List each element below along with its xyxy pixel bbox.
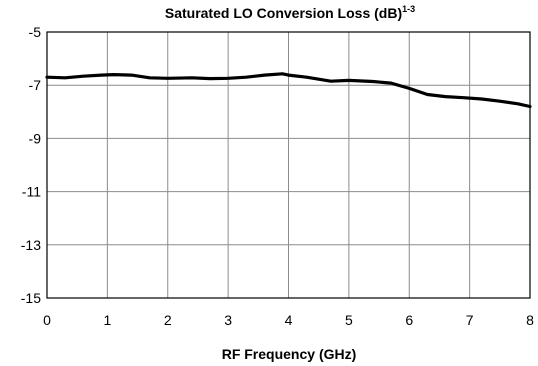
x-axis-tick-labels: 0 1 2 3 4 5 6 7 8 [43,312,534,328]
x-tick-label: 0 [43,312,51,328]
y-tick-label: -9 [29,130,42,146]
y-tick-label: -11 [22,184,41,200]
x-tick-label: 2 [164,312,172,328]
x-tick-label: 4 [285,312,293,328]
x-axis-label: RF Frequency (GHz) [222,346,357,362]
y-tick-label: -13 [21,237,41,253]
grid-lines [46,31,531,299]
chart-title-superscript: 1-3 [402,4,415,14]
x-tick-label: 7 [466,312,474,328]
y-tick-label: -15 [21,290,41,306]
x-tick-label: 8 [526,312,534,328]
x-tick-label: 1 [103,312,111,328]
plot-area-frame [46,31,531,299]
series-layer [45,72,532,109]
chart-title: Saturated LO Conversion Loss (dB)1-3 [165,4,415,21]
chart-title-text: Saturated LO Conversion Loss (dB) [165,5,402,21]
x-tick-label: 6 [405,312,413,328]
y-tick-label: -5 [29,24,42,40]
x-tick-label: 3 [224,312,232,328]
series-line-0 [45,72,532,109]
y-axis-tick-labels: -5 -7 -9 -11 -13 -15 [21,24,41,306]
x-tick-label: 5 [345,312,353,328]
y-tick-label: -7 [29,77,42,93]
